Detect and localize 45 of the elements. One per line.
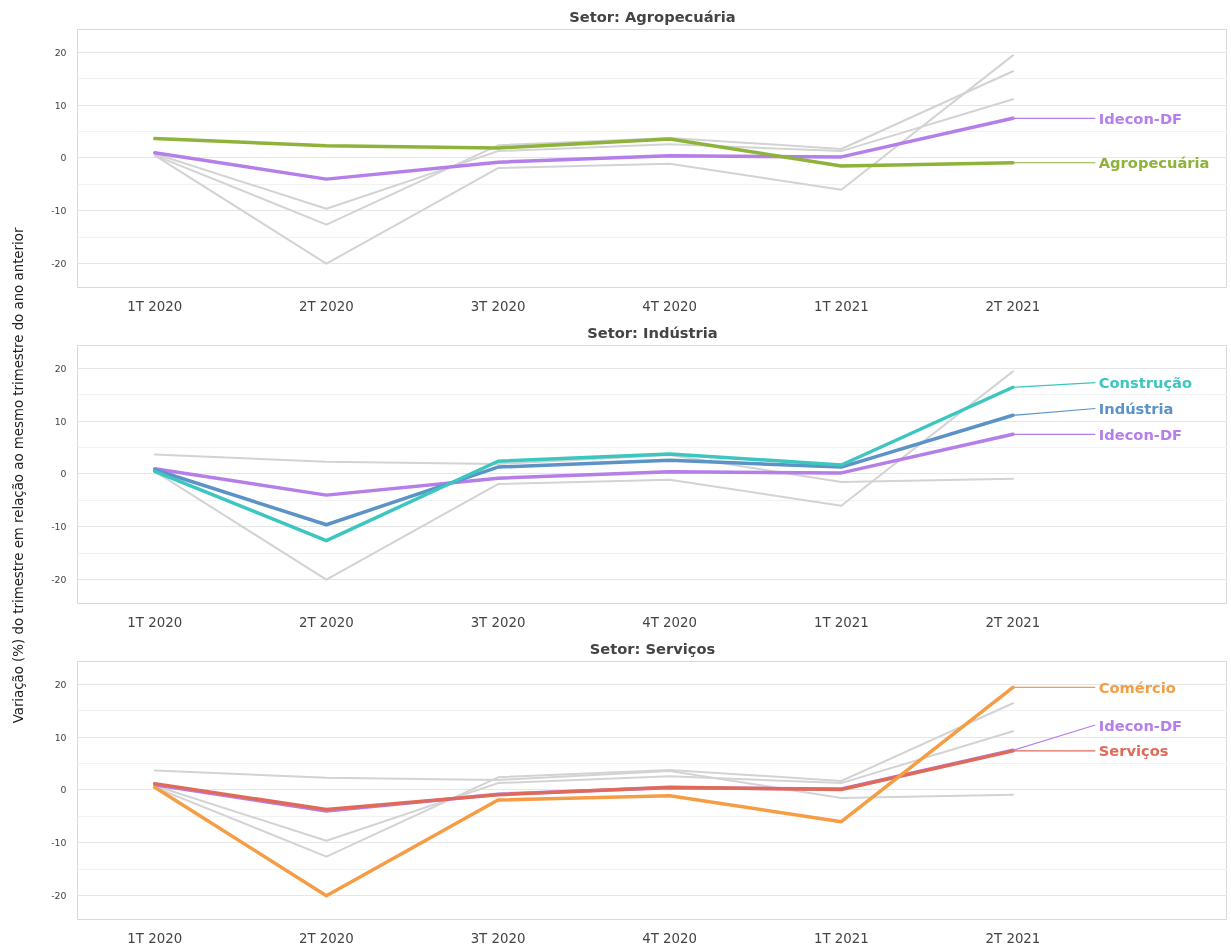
- y-tick-label: 0: [60, 784, 67, 796]
- x-tick-label: 1T 2021: [813, 930, 869, 946]
- y-tick-label: 10: [54, 415, 67, 427]
- chart-title: Setor: Serviços: [589, 639, 716, 657]
- text: Idecon-DF: [1098, 716, 1183, 734]
- x-tick-label: 3T 2020: [470, 298, 526, 314]
- y-axis-title: Variação (%) do trimestre em relação ao mesmo trimestre do ano anterior: [10, 227, 26, 724]
- y-tick-label: 10: [54, 99, 67, 111]
- x-tick-label: 3T 2020: [470, 930, 526, 946]
- y-tick-label: -10: [51, 837, 67, 849]
- y-tick-label: -20: [51, 574, 67, 586]
- y-tick-label: 20: [54, 362, 67, 374]
- text: Agropecuária: [1098, 154, 1210, 172]
- x-tick-label: 1T 2020: [127, 930, 183, 946]
- y-tick-label: 0: [60, 468, 67, 480]
- y-tick-label: 20: [54, 46, 67, 58]
- x-tick-label: 2T 2020: [298, 930, 354, 946]
- x-tick-label: 4T 2020: [642, 930, 698, 946]
- x-tick-label: 2T 2021: [985, 614, 1041, 630]
- x-tick-label: 1T 2020: [127, 298, 183, 314]
- x-tick-label: 4T 2020: [642, 614, 698, 630]
- x-tick-label: 2T 2020: [298, 298, 354, 314]
- x-tick-label: 1T 2020: [127, 614, 183, 630]
- text: Comércio: [1098, 678, 1176, 696]
- y-tick-label: 0: [60, 152, 67, 164]
- x-tick-label: 2T 2021: [985, 930, 1041, 946]
- text: Serviços: [1098, 742, 1169, 760]
- chart-title: Setor: Indústria: [587, 323, 718, 341]
- y-tick-label: -20: [51, 890, 67, 902]
- text: Construção: [1098, 374, 1193, 392]
- text: Idecon-DF: [1098, 109, 1183, 127]
- chart-title: Setor: Agropecuária: [569, 7, 736, 25]
- x-tick-label: 2T 2020: [298, 614, 354, 630]
- x-tick-label: 1T 2021: [813, 614, 869, 630]
- x-tick-label: 2T 2021: [985, 298, 1041, 314]
- x-tick-label: 3T 2020: [470, 614, 526, 630]
- y-tick-label: 10: [54, 731, 67, 743]
- text: Idecon-DF: [1098, 425, 1183, 443]
- y-tick-label: 20: [54, 678, 67, 690]
- y-tick-label: -10: [51, 205, 67, 217]
- text: Indústria: [1098, 400, 1174, 418]
- y-tick-label: -20: [51, 258, 67, 270]
- x-tick-label: 4T 2020: [642, 298, 698, 314]
- y-tick-label: -10: [51, 521, 67, 533]
- x-tick-label: 1T 2021: [813, 298, 869, 314]
